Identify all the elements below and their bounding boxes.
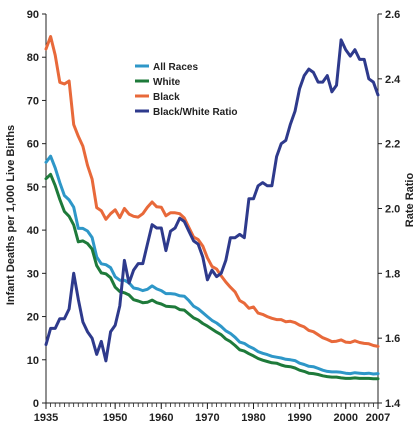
y-axis-title: Infant Deaths per 1,000 Live Births	[5, 125, 17, 305]
right-tick-label: 2.2	[385, 139, 400, 151]
series-line-white	[44, 172, 380, 381]
series-layer	[44, 35, 380, 381]
series-line-black	[44, 35, 380, 348]
left-tick-label: 90	[27, 9, 39, 21]
legend-label: White	[153, 77, 181, 88]
right-tick-label: 1.6	[385, 333, 400, 345]
series-line-black-white-ratio	[44, 38, 380, 363]
legend-label: Black/White Ratio	[153, 107, 237, 118]
x-tick-label: 2000	[333, 412, 357, 424]
legend: All Races White Black Black/White Ratio	[135, 62, 237, 118]
left-tick-label: 30	[27, 268, 39, 280]
right-tick-label: 2.0	[385, 204, 400, 216]
left-tick-label: 20	[27, 312, 39, 324]
x-tick-label: 1935	[34, 412, 58, 424]
left-tick-label: 0	[33, 398, 39, 410]
right-tick-label: 1.8	[385, 268, 400, 280]
left-tick-label: 70	[27, 95, 39, 107]
legend-label: Black	[153, 92, 180, 103]
x-axis: 1935 1950 1960 1970 1980 1990 2000 2007	[34, 403, 390, 424]
x-tick-label: 1950	[103, 412, 127, 424]
legend-label: All Races	[153, 62, 198, 73]
right-tick-label: 2.4	[385, 74, 401, 86]
left-tick-label: 40	[27, 225, 39, 237]
left-tick-label: 50	[27, 182, 39, 194]
left-tick-label: 10	[27, 355, 39, 367]
left-tick-label: 60	[27, 139, 39, 151]
left-tick-label: 80	[27, 52, 39, 64]
series-line-all-races	[44, 154, 380, 376]
right-tick-label: 2.6	[385, 9, 400, 21]
y2-axis-title: Rate Ratio	[404, 173, 416, 228]
x-tick-label: 1970	[195, 412, 219, 424]
x-tick-label: 1990	[287, 412, 311, 424]
right-y-axis: 1.4 1.6 1.8 2.0 2.2 2.4 2.6	[378, 9, 401, 410]
x-tick-label: 1960	[149, 412, 173, 424]
left-y-axis: 0 10 20 30 40 50 60 70 80 90	[27, 9, 46, 410]
x-tick-label: 1980	[241, 412, 265, 424]
x-tick-label: 2007	[366, 412, 390, 424]
right-tick-label: 1.4	[385, 398, 401, 410]
